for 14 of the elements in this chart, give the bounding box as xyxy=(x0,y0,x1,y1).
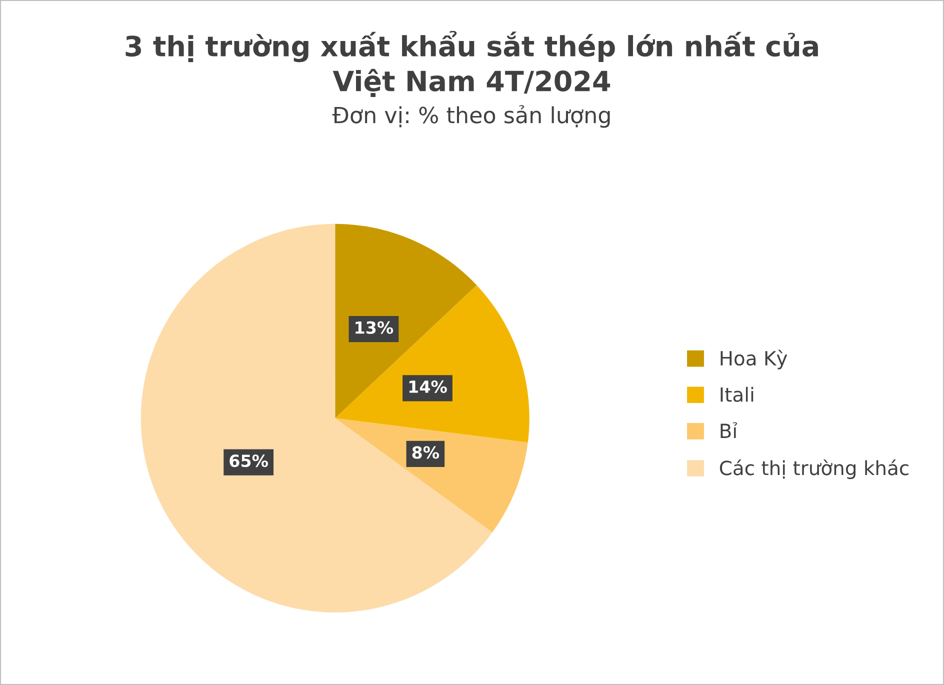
chart-title: 3 thị trường xuất khẩu sắt thép lớn nhất của Việt Nam 4T/2024 xyxy=(126,30,818,97)
pie-slice xyxy=(140,224,492,612)
pie-slice xyxy=(335,285,530,443)
legend-label: Bỉ xyxy=(720,422,738,438)
data-label: 14% xyxy=(409,380,447,394)
data-label: 65% xyxy=(230,454,268,468)
legend-label: Các thị trường khác xyxy=(720,459,908,480)
legend-label: Hoa Kỳ xyxy=(720,350,788,370)
pie-slice xyxy=(335,224,477,418)
legend-label: Itali xyxy=(720,386,754,402)
data-label: 8% xyxy=(412,446,440,459)
data-label: 13% xyxy=(356,321,394,334)
pie-slice xyxy=(335,418,528,532)
chart-subtitle: Đơn vị: % theo sản lượng xyxy=(332,105,610,128)
